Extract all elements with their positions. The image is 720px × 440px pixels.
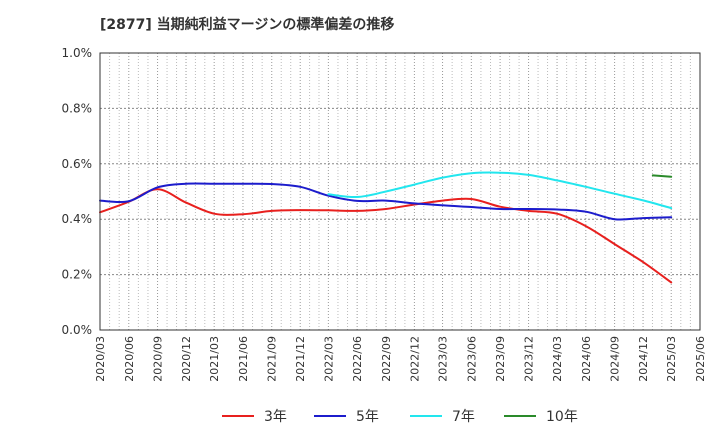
legend-label-5y: 5年 (356, 409, 379, 425)
series-layer (99, 171, 673, 284)
x-tick-label: 2024/09 (609, 336, 622, 382)
series-line-5y (99, 182, 673, 221)
legend-swatch-10y (504, 415, 536, 417)
x-tick-label: 2021/09 (266, 336, 279, 382)
legend-item-5y: 5年 (314, 404, 379, 428)
y-tick-label: 0.0% (62, 323, 93, 337)
y-tick-label: 1.0% (62, 46, 93, 60)
x-tick-label: 2021/03 (208, 336, 221, 382)
legend-label-7y: 7年 (452, 409, 475, 425)
plot-border (99, 52, 701, 331)
legend-swatch-5y (314, 415, 346, 417)
x-tick-label: 2024/12 (637, 336, 650, 382)
legend-swatch-3y (222, 415, 254, 417)
x-tick-label: 2022/06 (351, 336, 364, 382)
x-tick-label: 2021/12 (294, 336, 307, 382)
x-tick-label: 2024/03 (551, 336, 564, 382)
series-line-3y (99, 188, 673, 284)
x-tick-label: 2022/12 (408, 336, 421, 382)
legend-item-7y: 7年 (410, 404, 475, 428)
series-line-7y (327, 171, 673, 210)
y-tick-label: 0.2% (62, 268, 93, 282)
y-tick-label: 0.6% (62, 157, 93, 171)
x-tick-label: 2020/09 (152, 336, 165, 382)
y-tick-label: 0.4% (62, 212, 93, 226)
x-tick-label: 2023/06 (465, 336, 478, 382)
x-tick-label: 2020/12 (180, 336, 193, 382)
legend-swatch-7y (410, 415, 442, 417)
x-tick-label: 2020/03 (94, 336, 107, 382)
x-tick-label: 2024/06 (580, 336, 593, 382)
chart-title: [2877] 当期純利益マージンの標準偏差の推移 (100, 17, 395, 33)
x-tick-label: 2025/03 (665, 336, 678, 382)
legend-item-10y: 10年 (504, 404, 578, 428)
x-tick-label: 2023/12 (523, 336, 536, 382)
legend-label-10y: 10年 (546, 409, 578, 425)
y-tick-label: 0.8% (62, 101, 93, 115)
x-axis-ticks: 2020/03 2020/06 2020/09 2020/12 2021/03 2021/… (94, 336, 707, 382)
x-tick-label: 2020/06 (123, 336, 136, 382)
plot-background (100, 53, 700, 330)
legend: 3年 5年 7年 10年 (0, 404, 720, 428)
x-tick-label: 2025/06 (694, 336, 707, 382)
legend-label-3y: 3年 (264, 409, 287, 425)
x-tick-label: 2023/09 (494, 336, 507, 382)
x-tick-label: 2021/06 (237, 336, 250, 382)
x-tick-label: 2022/03 (322, 336, 335, 382)
series-line-10y (651, 174, 673, 178)
y-axis-ticks: 0.0% 0.2% 0.4% 0.6% 0.8% 1.0% (62, 46, 93, 337)
legend-item-3y: 3年 (222, 404, 287, 428)
x-tick-label: 2023/03 (437, 336, 450, 382)
x-tick-label: 2022/09 (380, 336, 393, 382)
